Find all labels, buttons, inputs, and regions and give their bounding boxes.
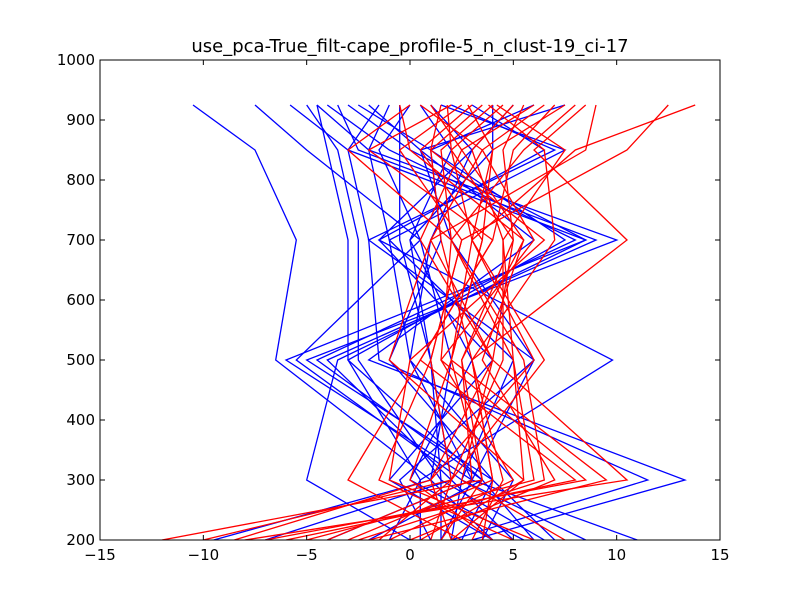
x-tick-label: −5 (296, 546, 318, 564)
x-tick-label: 0 (405, 546, 415, 564)
series-line-blue-23 (306, 104, 442, 540)
y-tick-label: 1000 (57, 51, 95, 69)
series-line-red-42 (419, 104, 566, 540)
y-tick-label: 200 (66, 531, 95, 549)
series-line-red-26 (244, 104, 629, 540)
series-line-red-46 (471, 104, 556, 540)
y-tick-label: 400 (66, 411, 95, 429)
series-layer (161, 104, 696, 540)
series-line-blue-20 (388, 104, 535, 540)
y-tick-label: 800 (66, 171, 95, 189)
series-line-red-41 (388, 104, 546, 540)
y-tick-label: 900 (66, 111, 95, 129)
x-tick-label: 5 (509, 546, 519, 564)
x-tick-label: −10 (188, 546, 220, 564)
series-line-red-48 (378, 104, 546, 540)
series-line-red-38 (409, 104, 494, 540)
series-line-red-28 (306, 104, 576, 540)
series-line-red-44 (265, 104, 588, 540)
y-tick-label: 700 (66, 231, 95, 249)
x-tick-label: −15 (84, 546, 116, 564)
series-line-blue-16 (367, 104, 557, 540)
series-line-red-27 (347, 104, 628, 540)
y-tick-label: 600 (66, 291, 95, 309)
chart-title: use_pca-True_filt-cape_profile-5_n_clust… (191, 36, 628, 57)
series-line-blue-22 (316, 104, 421, 540)
series-line-blue-14 (378, 104, 494, 540)
series-line-blue-9 (347, 104, 650, 540)
x-tick-label: 10 (607, 546, 626, 564)
series-line-red-36 (358, 104, 546, 540)
x-axis: −15 −10 −5 0 5 10 15 (84, 60, 730, 564)
y-axis: 200 300 400 500 600 700 800 900 1000 (57, 51, 720, 549)
x-tick-label: 15 (710, 546, 729, 564)
series-line-red-45 (399, 104, 525, 540)
y-tick-label: 300 (66, 471, 95, 489)
y-tick-label: 500 (66, 351, 95, 369)
series-line-red-43 (388, 104, 525, 540)
series-line-red-49 (234, 104, 514, 540)
